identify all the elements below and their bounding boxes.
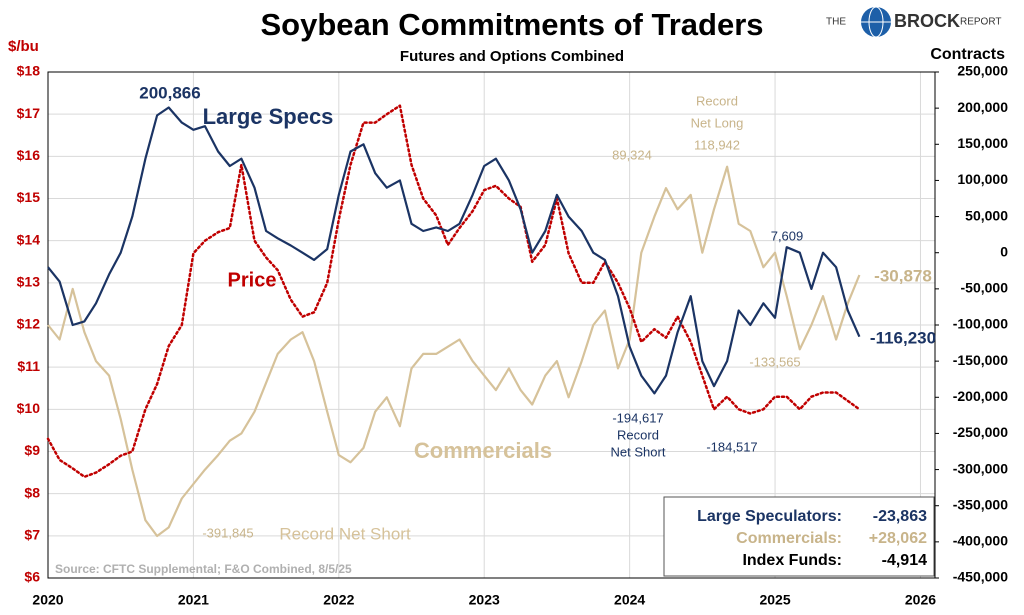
x-tick-label: 2020	[32, 592, 63, 608]
x-tick-label: 2025	[759, 592, 790, 608]
y2-tick-label: 50,000	[965, 207, 1008, 223]
y-tick-label: $9	[24, 442, 40, 458]
annotation: -116,230	[870, 328, 936, 347]
x-tick-label: 2023	[469, 592, 500, 608]
annotation: Record	[696, 93, 738, 108]
y-tick-label: $15	[17, 189, 41, 205]
logo-text: THE	[826, 17, 846, 28]
annotation: 118,942	[694, 137, 740, 152]
y-axis-title: $/bu	[8, 38, 39, 55]
y2-tick-label: 250,000	[957, 63, 1008, 79]
y-tick-label: $10	[17, 400, 41, 416]
series-line	[47, 106, 861, 395]
y2-tick-label: -250,000	[953, 424, 1008, 440]
annotation: Large Specs	[203, 104, 334, 129]
summary-label: Commercials:	[736, 530, 842, 547]
chart-subtitle: Futures and Options Combined	[400, 48, 624, 65]
summary-label: Index Funds:	[742, 552, 842, 569]
y2-tick-label: -400,000	[953, 533, 1008, 549]
series-line	[47, 165, 861, 538]
y2-axis-title: Contracts	[930, 46, 1005, 63]
summary-value: -23,863	[873, 508, 927, 525]
y2-tick-label: -350,000	[953, 496, 1008, 512]
summary-label: Large Speculators:	[697, 508, 842, 525]
annotation: Net Short	[611, 444, 666, 459]
annotation: Price	[228, 269, 277, 291]
y-tick-label: $13	[17, 274, 41, 290]
x-tick-label: 2021	[178, 592, 209, 608]
annotation: 200,866	[139, 83, 200, 102]
y2-tick-label: 0	[1000, 243, 1008, 259]
annotation: -30,878	[874, 266, 932, 285]
y-tick-label: $17	[17, 105, 41, 121]
y2-tick-label: 200,000	[957, 99, 1008, 115]
logo-text: BROCK	[894, 11, 960, 31]
annotation: Record Net Short	[279, 524, 411, 543]
x-tick-label: 2024	[614, 592, 645, 608]
y-tick-label: $14	[17, 231, 41, 247]
y-tick-label: $8	[24, 484, 40, 500]
y-tick-label: $11	[17, 358, 40, 374]
annotation: Commercials	[414, 438, 552, 463]
annotation: -391,845	[202, 525, 253, 540]
y2-tick-label: 150,000	[957, 135, 1008, 151]
summary-value: +28,062	[869, 530, 927, 547]
summary-box	[663, 496, 935, 577]
annotation: 89,324	[612, 147, 652, 162]
y2-tick-label: -450,000	[953, 569, 1008, 585]
y-tick-label: $12	[17, 316, 41, 332]
x-tick-label: 2026	[905, 592, 936, 608]
annotation: -194,617	[612, 410, 663, 425]
y-tick-label: $18	[17, 63, 41, 79]
y-tick-label: $6	[24, 569, 40, 585]
logo-text: REPORT	[960, 17, 1002, 28]
y2-tick-label: -50,000	[961, 280, 1009, 296]
x-tick-label: 2022	[323, 592, 354, 608]
y2-tick-label: -300,000	[953, 460, 1008, 476]
y2-tick-label: -100,000	[953, 316, 1008, 332]
annotation: Source: CFTC Supplemental; F&O Combined,…	[55, 562, 352, 576]
annotation: Record	[617, 427, 659, 442]
series-line	[46, 104, 861, 479]
summary-value: -4,914	[882, 552, 927, 569]
y2-tick-label: -200,000	[953, 388, 1008, 404]
annotation: -184,517	[706, 439, 757, 454]
y2-tick-label: -150,000	[953, 352, 1008, 368]
annotation: Net Long	[691, 115, 744, 130]
chart-title: Soybean Commitments of Traders	[260, 7, 763, 42]
y-tick-label: $16	[17, 147, 41, 163]
annotation: 7,609	[771, 228, 804, 243]
y2-tick-label: 100,000	[957, 171, 1008, 187]
y-tick-label: $7	[24, 527, 40, 543]
annotation: -133,565	[749, 354, 800, 369]
